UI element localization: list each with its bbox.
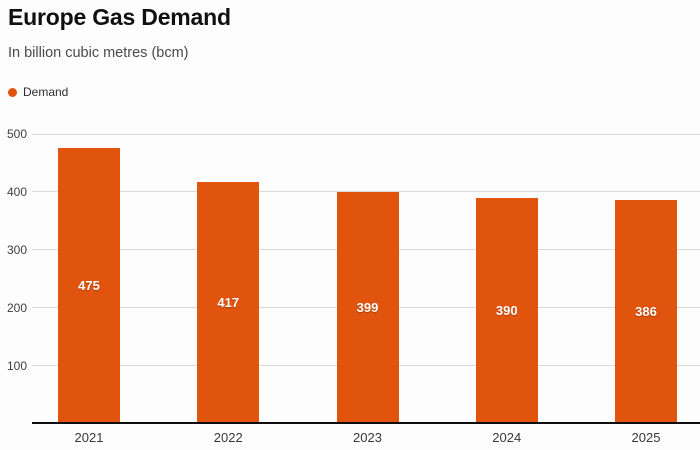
bar-2024: 390 <box>475 197 538 424</box>
y-axis-tick-400: 400 <box>6 184 27 199</box>
x-axis-tick-2023: 2023 <box>353 430 382 445</box>
gridline-400 <box>32 191 700 193</box>
y-axis-tick-500: 500 <box>6 127 27 141</box>
bar-value-label-2022: 417 <box>217 294 240 310</box>
x-axis-tick-2021: 2021 <box>74 430 104 445</box>
bar-2023: 399 <box>336 192 399 424</box>
y-axis-tick-200: 200 <box>6 300 27 315</box>
bar-value-label-2024: 390 <box>495 302 518 318</box>
x-axis-tick-2022: 2022 <box>213 430 243 445</box>
bar-value-label-2023: 399 <box>356 299 379 315</box>
bar-2022: 417 <box>197 182 260 424</box>
x-axis-tick-2025: 2025 <box>631 430 661 445</box>
bar-2025: 386 <box>615 200 677 424</box>
chart-title: Europe Gas Demand <box>8 4 231 30</box>
x-axis-line <box>32 422 700 424</box>
chart-subtitle: In billion cubic metres (bcm) <box>8 45 189 61</box>
y-axis-tick-300: 300 <box>6 242 27 257</box>
legend: Demand <box>8 85 68 99</box>
x-axis-tick-2024: 2024 <box>492 430 522 445</box>
gridline-500 <box>32 133 700 135</box>
legend-demand-label: Demand <box>23 85 69 99</box>
bar-2021: 475 <box>58 148 120 424</box>
bar-value-label-2021: 475 <box>78 277 100 293</box>
y-axis-tick-100: 100 <box>6 358 27 373</box>
bar-value-label-2025: 386 <box>635 303 657 319</box>
legend-demand-dot-icon <box>8 87 17 97</box>
